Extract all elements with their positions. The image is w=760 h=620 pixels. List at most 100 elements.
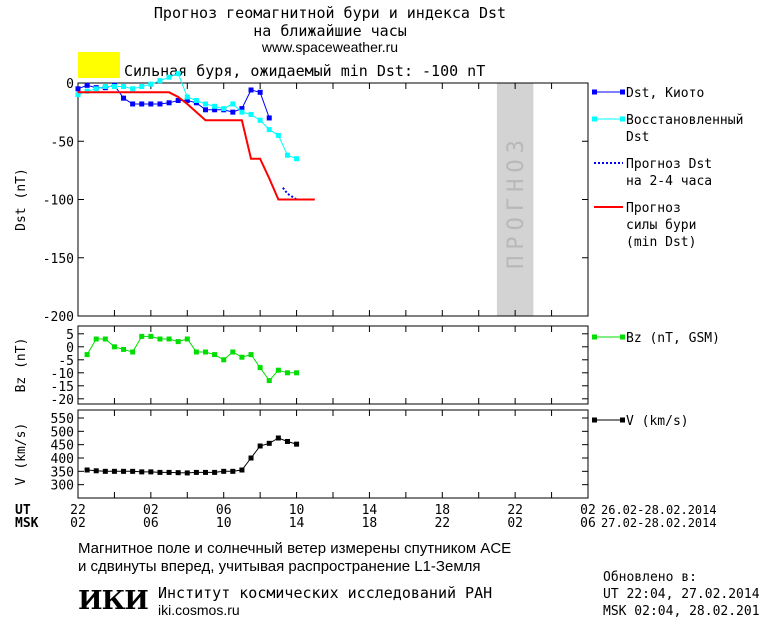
data-point xyxy=(239,106,245,112)
storm-alert-text: Сильная буря, ожидаемый min Dst: -100 nT xyxy=(124,62,486,80)
ut-tick-label: 10 xyxy=(289,503,305,518)
data-point xyxy=(248,111,254,117)
legend-label: Dst, Киото xyxy=(626,86,704,101)
data-point xyxy=(93,336,99,342)
msk-tick-label: 06 xyxy=(143,516,159,531)
data-point xyxy=(203,349,208,355)
series-line xyxy=(87,437,297,474)
data-point xyxy=(139,83,145,89)
updated-ut: UT 22:04, 27.02.2014 xyxy=(603,587,760,602)
data-point xyxy=(175,71,181,77)
data-point xyxy=(193,97,199,103)
data-point xyxy=(221,357,227,363)
data-point xyxy=(175,470,181,476)
data-point xyxy=(212,103,218,109)
legend-label: (min Dst) xyxy=(626,235,696,250)
legend-marker xyxy=(620,334,625,340)
y-tick-label: 400 xyxy=(51,452,74,467)
data-point xyxy=(93,86,99,92)
msk-tick-label: 06 xyxy=(580,516,596,531)
legend-marker xyxy=(592,89,597,95)
data-point xyxy=(175,97,181,103)
data-point xyxy=(248,455,254,461)
ut-tick-label: 02 xyxy=(143,503,159,518)
data-point xyxy=(157,101,163,107)
data-point xyxy=(166,100,172,106)
data-point xyxy=(130,86,136,92)
data-point xyxy=(111,344,117,350)
data-point xyxy=(111,83,117,89)
data-point xyxy=(212,352,218,358)
msk-date-range: 27.02-28.02.2014 xyxy=(601,516,717,530)
data-point xyxy=(294,370,300,376)
data-point xyxy=(148,101,154,107)
data-point xyxy=(239,467,245,473)
legend-marker xyxy=(592,417,597,423)
y-axis-label: Dst (nT) xyxy=(14,168,29,231)
legend-marker xyxy=(620,116,625,122)
data-point xyxy=(193,349,199,355)
ut-tick-label: 14 xyxy=(362,503,378,518)
legend-label: Восстановленный xyxy=(626,113,743,128)
data-point xyxy=(102,336,108,342)
forecast-band-label: ПРОГНОЗ xyxy=(504,134,529,269)
data-point xyxy=(102,83,108,89)
msk-tick-label: 02 xyxy=(70,516,86,531)
data-point xyxy=(275,435,281,441)
site-url[interactable]: www.spaceweather.ru xyxy=(261,39,399,55)
data-point xyxy=(230,101,236,107)
ut-axis-label: UT xyxy=(15,503,31,518)
chart-title-line2: на ближайшие часы xyxy=(253,22,407,40)
legend-marker xyxy=(592,116,597,122)
data-point xyxy=(175,339,181,345)
msk-tick-label: 22 xyxy=(434,516,450,531)
data-point xyxy=(184,336,190,342)
data-point xyxy=(203,101,208,107)
y-tick-label: 5 xyxy=(66,328,74,343)
y-tick-label: -15 xyxy=(51,380,74,395)
y-tick-label: 0 xyxy=(66,77,74,92)
y-tick-label: -5 xyxy=(58,354,74,369)
y-tick-label: 0 xyxy=(66,341,74,356)
y-tick-label: 550 xyxy=(51,412,74,427)
data-point xyxy=(294,156,300,162)
legend: Dst, Киото Восстановленный Dst Прогноз Dst н… xyxy=(592,86,743,429)
data-point xyxy=(230,109,236,115)
data-point xyxy=(257,117,263,123)
ut-tick-label: 22 xyxy=(507,503,523,518)
data-point xyxy=(93,468,99,474)
legend-label: на 2-4 часа xyxy=(626,174,712,189)
data-point xyxy=(212,107,218,113)
data-point xyxy=(139,469,145,475)
data-point xyxy=(130,101,136,107)
msk-tick-label: 14 xyxy=(289,516,305,531)
data-point xyxy=(121,346,127,352)
ut-date-range: 26.02-28.02.2014 xyxy=(601,503,717,517)
data-point xyxy=(121,95,127,101)
data-point xyxy=(75,92,81,98)
data-point xyxy=(148,333,154,339)
data-point xyxy=(148,81,154,87)
y-axis-label: V (km/s) xyxy=(14,423,29,486)
legend-label: Bz (nT, GSM) xyxy=(626,331,720,346)
data-point xyxy=(166,74,172,80)
updated-msk: MSK 02:04, 28.02.2014 xyxy=(603,604,760,619)
institute-url[interactable]: iki.cosmos.ru xyxy=(158,602,240,618)
msk-axis-label: MSK xyxy=(15,516,39,531)
y-tick-label: -10 xyxy=(51,367,74,382)
data-point xyxy=(221,106,227,112)
data-point xyxy=(275,367,281,373)
y-axis-label: Bz (nT) xyxy=(14,338,29,393)
legend-label: силы бури xyxy=(626,218,696,233)
data-point xyxy=(284,438,290,444)
data-point xyxy=(203,469,208,475)
legend-label: Dst xyxy=(626,130,649,145)
y-tick-label: 500 xyxy=(51,425,74,440)
legend-label: Прогноз xyxy=(626,201,681,216)
chart-title: Прогноз геомагнитной бури и индекса Dst xyxy=(153,4,507,22)
data-point xyxy=(239,354,245,360)
data-point xyxy=(230,468,236,474)
data-point xyxy=(294,441,300,447)
